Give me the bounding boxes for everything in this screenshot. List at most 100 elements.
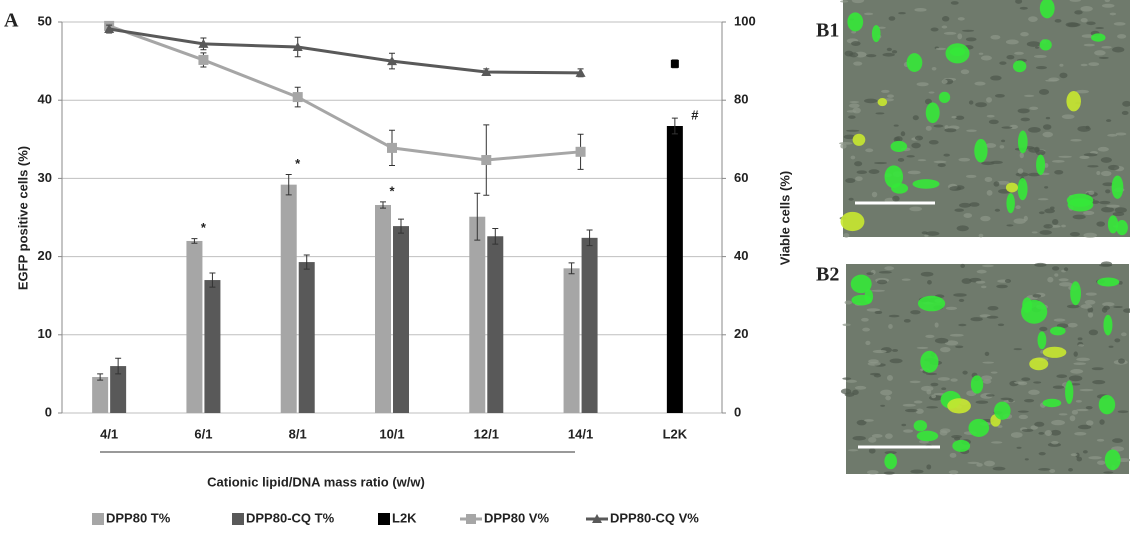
cell	[852, 389, 859, 395]
cell	[926, 464, 932, 470]
cell	[1039, 326, 1048, 332]
cell	[990, 371, 998, 374]
x-tick-label: 10/1	[379, 426, 404, 441]
cell	[994, 93, 1005, 98]
cell	[850, 41, 861, 46]
line	[108, 27, 581, 75]
cell	[962, 370, 968, 375]
cell	[955, 345, 964, 349]
cell	[1066, 304, 1080, 309]
cell	[949, 186, 962, 191]
cell	[933, 392, 946, 396]
cell	[1100, 157, 1112, 163]
cell	[849, 52, 859, 58]
cell	[868, 169, 880, 174]
cell	[1021, 428, 1034, 432]
cell	[1084, 299, 1096, 305]
cell	[1100, 261, 1113, 267]
cell	[1052, 385, 1065, 389]
bar	[298, 262, 315, 413]
fluorescent-cell	[1066, 193, 1094, 207]
cell	[886, 375, 893, 381]
bar	[110, 366, 127, 413]
error-bar	[474, 192, 481, 241]
cell	[840, 0, 849, 3]
cell	[871, 191, 878, 198]
cell	[960, 263, 966, 268]
cell	[871, 289, 885, 292]
cell	[974, 81, 986, 86]
cell	[856, 170, 868, 175]
cell	[842, 377, 852, 380]
fluorescent-cell	[1116, 220, 1128, 236]
cell	[1103, 471, 1114, 474]
cell	[1075, 399, 1082, 403]
cell	[985, 143, 997, 148]
cell	[1088, 456, 1102, 460]
cell	[892, 348, 899, 352]
cell	[987, 305, 999, 311]
cell	[1029, 106, 1039, 110]
fluorescent-cell	[968, 418, 990, 437]
cell	[1018, 414, 1028, 420]
cell	[925, 334, 935, 338]
cell	[953, 293, 967, 297]
cell	[1113, 22, 1126, 26]
cell	[875, 112, 885, 115]
bar	[204, 280, 221, 413]
cell	[930, 27, 939, 32]
cell	[1083, 153, 1098, 157]
cell	[944, 125, 949, 130]
x-tick-label: 12/1	[474, 426, 499, 441]
cell	[1035, 65, 1047, 70]
cell	[1034, 262, 1047, 267]
cell	[934, 322, 939, 328]
cell	[924, 98, 932, 105]
fluorescent-cell	[1070, 281, 1082, 306]
cell	[941, 387, 947, 391]
cell	[1044, 208, 1055, 214]
error-bar	[568, 262, 575, 275]
fluorescent-cell	[1103, 314, 1113, 336]
fluorescent-cell	[1042, 398, 1062, 408]
cell	[883, 471, 895, 475]
fluorescent-cell	[916, 430, 939, 442]
cell	[1045, 79, 1058, 82]
cell	[934, 337, 949, 344]
cell	[1004, 279, 1012, 283]
cell	[1028, 126, 1041, 133]
cell	[1037, 198, 1049, 201]
cell	[1112, 212, 1125, 217]
cell	[999, 61, 1007, 65]
cell	[868, 359, 879, 364]
panel-label: B1	[816, 20, 839, 42]
cell	[990, 160, 1003, 165]
cell	[975, 400, 989, 404]
cell	[976, 462, 983, 467]
cell	[893, 124, 899, 127]
cell	[1035, 46, 1040, 49]
point	[481, 67, 492, 77]
cell	[959, 202, 971, 208]
cell	[1070, 383, 1081, 386]
bar	[280, 184, 297, 413]
cell	[1091, 200, 1100, 204]
cell	[905, 408, 918, 413]
cell	[950, 378, 958, 382]
cell	[910, 469, 924, 474]
cell	[960, 69, 970, 75]
cell	[1118, 281, 1123, 285]
cell	[888, 324, 893, 329]
cell	[982, 264, 994, 268]
fluorescent-cell	[1029, 357, 1049, 371]
error-bar	[97, 373, 104, 381]
cell	[975, 102, 987, 108]
cell	[935, 47, 947, 51]
cell	[1087, 312, 1094, 318]
cell	[1069, 415, 1076, 422]
error-bar	[671, 117, 678, 135]
cell	[1018, 381, 1028, 386]
cell	[1054, 169, 1064, 175]
point	[481, 155, 492, 166]
cell	[1038, 211, 1045, 215]
